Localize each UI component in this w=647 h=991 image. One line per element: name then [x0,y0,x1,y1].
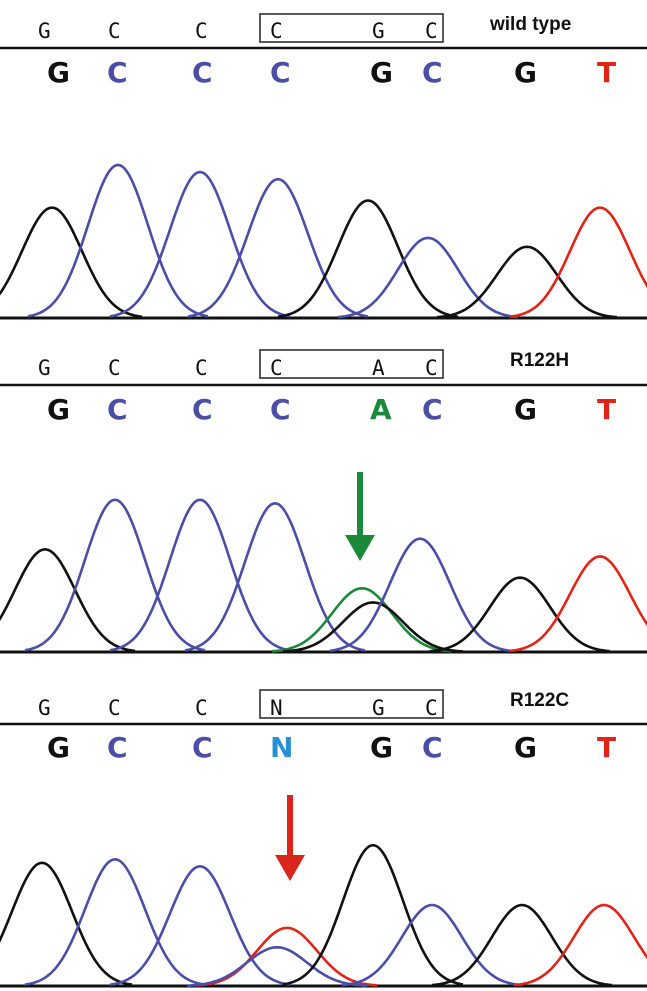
base-letter: G [370,731,393,764]
trace-peak-g [277,199,459,318]
panel-label: R122C [510,690,569,711]
trace-peak-g [0,861,133,986]
base-letter: C [107,56,128,89]
call-base: G [38,696,51,720]
trace-peak-c [341,903,523,987]
base-letter: G [514,56,537,89]
call-base: C [195,19,208,43]
panel-label: wild type [489,14,571,35]
trace-peak-c [109,498,291,652]
trace-peak-t [513,903,647,987]
trace-peak-t [196,926,378,987]
mutation-arrow-icon [345,472,375,561]
base-letter: G [514,731,537,764]
trace-peak-c [109,170,291,318]
trace-peak-c [187,177,369,318]
trace-peak-c [337,236,519,319]
base-letter: G [370,56,393,89]
trace-peak-g [0,206,143,319]
base-letter: C [270,393,291,426]
trace-peak-g [282,601,464,653]
call-base: C [108,356,121,380]
chromatogram-r122h: R122H G C C C A CG C C C A C G T [0,349,647,654]
codon-box [259,689,444,719]
call-base: C [195,696,208,720]
call-base: C [425,356,438,380]
base-letter: C [192,56,213,89]
base-letter: C [107,731,128,764]
base-letter: C [422,393,443,426]
trace-peak-c [184,502,366,652]
codon-box [259,349,444,379]
codon-box [259,13,444,43]
base-letter: C [270,56,291,89]
call-base: C [270,356,283,380]
trace-peak-c [24,858,206,986]
call-base: G [372,19,385,43]
base-letter: N [270,731,293,764]
base-letter: T [597,393,616,426]
call-base: C [195,356,208,380]
trace-peak-g [282,843,464,986]
mutation-arrow-icon [275,795,305,881]
call-base: C [108,696,121,720]
base-letter: A [370,393,392,426]
call-base: N [270,696,283,720]
call-base: G [38,356,51,380]
base-letter: C [107,393,128,426]
chromatogram-r122c: R122C G C C N G CG C C N G C G T [0,689,647,988]
call-base: C [425,696,438,720]
base-letter: G [47,393,70,426]
trace-peak-c [27,163,209,318]
call-base: G [372,696,385,720]
base-letter: T [597,56,616,89]
trace-peak-c [24,498,206,652]
trace-peak-c [186,946,368,987]
trace-peak-c [329,537,511,652]
trace-peak-g [431,903,613,987]
trace-peak-a [271,587,453,653]
trace-peak-t [509,555,647,653]
base-letter: G [47,56,70,89]
call-base: A [372,356,385,380]
call-base: C [108,19,121,43]
trace-peak-g [436,245,618,319]
trace-peak-c [109,865,291,986]
trace-peak-g [0,548,136,653]
trace-peak-t [509,206,647,319]
call-base: G [38,19,51,43]
base-letter: C [422,56,443,89]
base-letter: G [47,731,70,764]
base-letter: T [597,731,616,764]
trace-peak-g [429,576,611,653]
panel-label: R122H [510,350,569,371]
base-letter: C [192,731,213,764]
call-base: C [270,19,283,43]
base-letter: C [422,731,443,764]
base-letter: G [514,393,537,426]
call-base: C [425,19,438,43]
base-letter: C [192,393,213,426]
chromatogram-wild-type: wild type G C C C G CG C C C G C G T [0,13,647,320]
